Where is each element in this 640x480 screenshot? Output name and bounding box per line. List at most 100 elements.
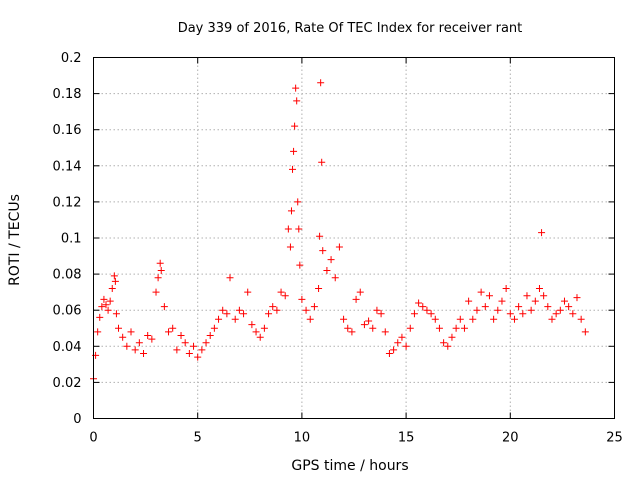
data-point [560,297,568,305]
data-point [273,306,281,314]
data-point [140,350,148,358]
data-point [427,310,435,318]
data-point [244,288,252,296]
y-tick-label: 0.06 [53,304,82,319]
data-point [440,339,448,347]
data-point [123,342,131,350]
data-point [352,295,360,303]
data-point [295,225,303,233]
data-point [108,285,116,293]
data-point [185,350,193,358]
data-point [152,288,160,296]
data-point [252,328,260,336]
data-point [102,301,110,309]
data-point [348,328,356,336]
data-point [296,261,304,269]
data-point [481,303,489,311]
data-point [148,335,156,343]
data-point [456,315,464,323]
y-tick-label: 0.18 [53,87,82,102]
data-point [310,303,318,311]
data-point [115,324,123,332]
y-tick-label: 0.08 [53,268,82,283]
data-point [256,333,264,341]
data-point [319,247,327,255]
data-point [284,225,292,233]
data-point [135,339,143,347]
data-point [202,339,210,347]
x-tick-label: 20 [502,431,519,446]
data-point [490,315,498,323]
data-point [473,306,481,314]
data-point [435,324,443,332]
data-point [219,306,227,314]
data-point [577,315,585,323]
y-tick-label: 0.1 [61,232,82,247]
data-point [206,331,214,339]
data-point [98,303,106,311]
x-tick-label: 15 [398,431,415,446]
y-axis-label: ROTI / TECUs [7,194,23,286]
x-tick-label: 5 [194,431,202,446]
data-point [156,259,164,267]
data-point [289,165,297,173]
data-point [506,310,514,318]
y-tick-label: 0.02 [53,376,82,391]
data-point [544,303,552,311]
data-point [494,306,502,314]
data-point [552,310,560,318]
data-point [231,315,239,323]
data-point [331,274,339,282]
data-point [410,310,418,318]
data-point [181,339,189,347]
data-point [394,339,402,347]
data-point [190,342,198,350]
data-point [317,79,325,87]
y-tick-label: 0.2 [61,51,82,66]
data-point [290,147,298,155]
data-point [469,315,477,323]
data-point [419,303,427,311]
data-point [510,315,518,323]
data-point [318,158,326,166]
data-point [335,243,343,251]
data-point [448,333,456,341]
data-point [173,346,181,354]
data-point [477,288,485,296]
data-point [210,324,218,332]
data-point [485,292,493,300]
data-point [292,84,300,92]
data-point [160,303,168,311]
x-tick-label: 0 [89,431,97,446]
data-point [112,310,120,318]
data-point [344,324,352,332]
data-point [535,285,543,293]
data-point [293,97,301,105]
data-point [527,306,535,314]
data-point [502,285,510,293]
data-point [519,310,527,318]
data-point [340,315,348,323]
data-point [360,321,368,329]
data-point [106,297,114,305]
data-point [277,288,285,296]
data-point [538,229,546,237]
y-tick-label: 0.16 [53,123,82,138]
data-point [291,122,299,130]
data-point [369,324,377,332]
data-point [240,310,248,318]
data-point [286,243,294,251]
data-point [96,313,104,321]
data-point [198,346,206,354]
data-point [294,198,302,206]
data-point [169,324,177,332]
data-point [444,342,452,350]
data-point [415,299,423,307]
data-point [431,315,439,323]
data-point [323,266,331,274]
data-points-layer [90,79,589,383]
data-point [377,310,385,318]
data-point [327,256,335,264]
